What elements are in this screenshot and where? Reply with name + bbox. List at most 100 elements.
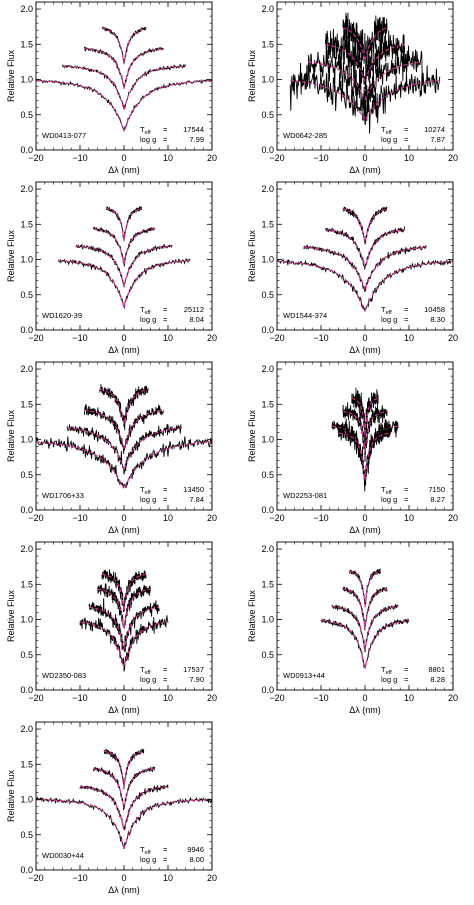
observed-line-3 [92, 226, 156, 267]
y-axis-label: Relative Flux [6, 409, 16, 462]
x-tick-label: 20 [207, 693, 217, 703]
logg-label: log g [140, 855, 156, 864]
model-line-1 [276, 260, 454, 313]
logg-value: 8.00 [189, 855, 204, 864]
x-tick-label: 0 [121, 693, 126, 703]
teff-value: 10274 [424, 125, 445, 134]
panel-wd1620-39: −20 −10 0 10 20 0.0 0.5 1.0 1.5 2.0 Δλ (nm) Relativ… [6, 181, 217, 355]
y-tick-label: 1.0 [20, 435, 33, 445]
x-tick-label: −20 [269, 513, 284, 523]
y-tick-label: 0.5 [261, 650, 274, 660]
teff-label: Teff [140, 305, 151, 316]
x-tick-label: 10 [163, 513, 173, 523]
x-axis-label: Δλ (nm) [349, 345, 381, 355]
x-axis-label: Δλ (nm) [108, 165, 140, 175]
y-tick-label: 0.0 [20, 685, 33, 695]
x-tick-label: 0 [362, 513, 367, 523]
observed-line-3 [342, 586, 388, 631]
teff-equals: = [163, 845, 168, 854]
observed-line-3 [324, 226, 406, 270]
x-tick-label: −10 [72, 153, 87, 163]
observed-line-4 [99, 384, 149, 431]
x-tick-label: 20 [448, 333, 458, 343]
y-axis-label: Relative Flux [6, 769, 16, 822]
logg-equals: = [404, 495, 409, 504]
teff-label: Teff [140, 665, 151, 676]
x-tick-label: −20 [269, 693, 284, 703]
teff-label: Teff [381, 485, 392, 496]
y-tick-label: 1.0 [20, 795, 33, 805]
model-line-2 [331, 605, 399, 650]
x-tick-label: −10 [72, 873, 87, 883]
logg-label: log g [140, 315, 156, 324]
panel-wd0030+44: −20 −10 0 10 20 0.0 0.5 1.0 1.5 2.0 Δλ (nm) Relativ… [6, 721, 217, 895]
y-tick-label: 0.5 [20, 650, 33, 660]
logg-label: log g [381, 315, 397, 324]
observed-line-2 [303, 244, 427, 292]
observed-line-1 [276, 258, 454, 312]
y-axis-label: Relative Flux [6, 589, 16, 642]
x-tick-label: 20 [207, 873, 217, 883]
x-tick-label: −10 [72, 513, 87, 523]
x-axis-label: Δλ (nm) [108, 705, 140, 715]
logg-equals: = [163, 315, 168, 324]
x-tick-label: −10 [313, 333, 328, 343]
model-line-1 [35, 441, 213, 491]
x-tick-label: 20 [207, 513, 217, 523]
model-line-2 [88, 606, 160, 650]
x-tick-label: 0 [121, 333, 126, 343]
model-line-4 [349, 570, 381, 608]
x-tick-label: −10 [313, 153, 328, 163]
teff-equals: = [163, 305, 168, 314]
y-tick-label: 2.0 [20, 4, 33, 14]
logg-value: 7.99 [189, 135, 204, 144]
teff-equals: = [404, 665, 409, 674]
x-axis-label: Δλ (nm) [108, 345, 140, 355]
y-tick-label: 2.0 [20, 184, 33, 194]
observed-line-4 [349, 568, 381, 606]
y-tick-label: 2.0 [261, 4, 274, 14]
panel-wd2350-083: −20 −10 0 10 20 0.0 0.5 1.0 1.5 2.0 Δλ (nm) Relativ… [6, 541, 217, 715]
observed-line-2 [75, 243, 173, 288]
model-line-4 [101, 573, 147, 612]
y-tick-label: 1.5 [261, 579, 274, 589]
x-tick-label: −20 [28, 873, 43, 883]
model-line-3 [84, 409, 164, 449]
x-tick-label: 10 [404, 513, 414, 523]
logg-label: log g [381, 495, 397, 504]
logg-value: 8.04 [189, 315, 204, 324]
y-tick-label: 0.5 [261, 290, 274, 300]
model-line-2 [62, 65, 186, 110]
model-line-3 [342, 411, 388, 453]
model-line-4 [106, 207, 142, 241]
model-line-3 [342, 588, 388, 629]
y-axis-label: Relative Flux [6, 49, 16, 102]
y-axis-label: Relative Flux [247, 589, 257, 642]
observed-line-1 [35, 436, 213, 489]
teff-label: Teff [140, 845, 151, 856]
y-tick-label: 0.0 [20, 145, 33, 155]
x-axis-label: Δλ (nm) [349, 705, 381, 715]
y-axis-label: Relative Flux [6, 229, 16, 282]
x-tick-label: 20 [207, 153, 217, 163]
teff-value: 10458 [424, 305, 445, 314]
model-line-1 [290, 79, 440, 122]
panel-wd0413-077: −20 −10 0 10 20 0.0 0.5 1.0 1.5 2.0 Δλ (nm) Relativ… [6, 1, 217, 175]
x-axis-label: Δλ (nm) [349, 525, 381, 535]
x-tick-label: 20 [448, 153, 458, 163]
star-name: WD1620-39 [42, 311, 82, 320]
teff-value: 17544 [183, 125, 204, 134]
observed-line-4 [103, 748, 145, 790]
x-tick-label: −20 [28, 333, 43, 343]
x-tick-label: 10 [163, 333, 173, 343]
teff-value: 25112 [184, 305, 204, 314]
teff-value: 13450 [183, 485, 204, 494]
logg-label: log g [140, 135, 156, 144]
logg-label: log g [140, 675, 156, 684]
star-name: WD0030+44 [42, 851, 84, 860]
panel-wd0642-285: −20 −10 0 10 20 0.0 0.5 1.0 1.5 2.0 Δλ (nm) Relativ… [247, 1, 458, 175]
x-axis-label: Δλ (nm) [108, 525, 140, 535]
observed-line-3 [342, 402, 388, 462]
teff-equals: = [404, 485, 409, 494]
logg-value: 8.28 [430, 675, 445, 684]
